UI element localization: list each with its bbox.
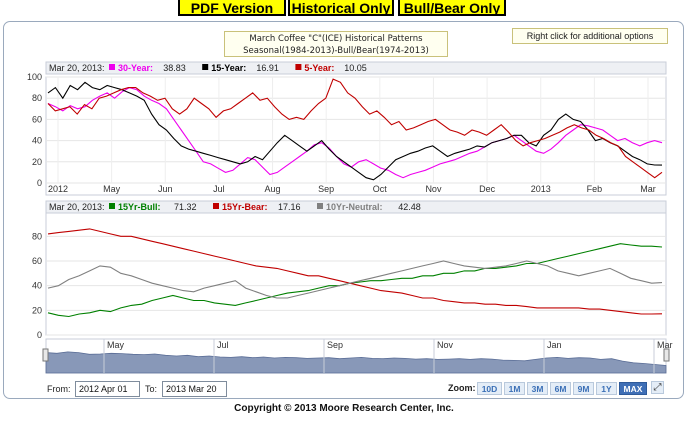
pdf-version-button[interactable]: PDF Version [178,0,286,16]
zoom-9m-button[interactable]: 9M [573,382,594,395]
panel1-x-tick-label: Jul [213,184,225,194]
navigator-tick-label: Mar [657,340,673,350]
panel1-x-tick-label: Aug [265,184,281,194]
panel2-legend-swatch [317,203,323,209]
panel1-y-tick-label: 40 [32,136,42,146]
panel2-y-tick-label: 20 [32,305,42,315]
zoom-1y-button[interactable]: 1Y [596,382,617,395]
historical-only-button[interactable]: Historical Only [288,0,394,16]
panel1-y-tick-label: 80 [32,93,42,103]
panel1-legend-swatch [202,64,209,70]
zoom-10d-button[interactable]: 10D [477,382,502,395]
copyright: Copyright © 2013 Moore Research Center, … [234,403,454,414]
navigator-tick-label: Jul [217,340,229,350]
panel2-y-tick-label: 60 [32,256,42,266]
panel2-plot-area [45,212,667,336]
navigator-tick-label: Nov [437,340,454,350]
navigator-tick-label: Jan [547,340,562,350]
panel1-series-15-year [47,81,663,181]
panel1-legend-date: Mar 20, 2013: [49,63,105,73]
panel1-x-tick-label: Jun [158,184,173,194]
panel1-series-30-year [47,87,663,179]
from-label: From: [47,384,71,394]
fullscreen-icon[interactable]: ⤢ [651,381,664,394]
from-date-input[interactable]: 2012 Apr 01 [75,381,140,397]
zoom-max-button[interactable]: MAX [619,382,647,395]
panel2-legend-swatch [109,203,115,209]
panel1-x-tick-label: Feb [587,184,603,194]
panel1-legend-value: 16.91 [256,63,279,73]
panel1-series-5-year [47,78,663,179]
panel1-x-tick-label: Dec [479,184,496,194]
chart-title-line-2: Seasonal(1984-2013)-Bull/Bear(1974-2013) [243,46,429,56]
zoom-1m-button[interactable]: 1M [504,382,525,395]
right-click-note: Right click for additional options [512,28,668,44]
panel1-x-tick-label: 2013 [531,184,551,194]
panel2-legend-value: 42.48 [398,202,421,212]
panel1-x-tick-label: Mar [640,184,656,194]
panel1-legend-swatch [109,64,115,70]
panel2-series-10yr-neutral [47,260,663,299]
zoom-label: Zoom: [448,383,476,393]
panel1-legend-swatch [295,64,302,70]
panel2-legend-name: 10Yr-Neutral: [326,202,383,212]
navigator-tick-label: May [107,340,125,350]
panel1-x-tick-label: Oct [373,184,388,194]
panel1-y-tick-label: 20 [32,157,42,167]
panel1-legend-value: 10.05 [344,63,367,73]
zoom-6m-button[interactable]: 6M [550,382,571,395]
panel2-y-tick-label: 80 [32,231,42,241]
bull-bear-only-button[interactable]: Bull/Bear Only [398,0,506,16]
to-label: To: [145,384,158,394]
panel1-x-tick-label: Nov [425,184,442,194]
panel1-x-tick-label: 2012 [48,184,68,194]
panel1-y-tick-label: 60 [32,114,42,124]
panel2-series-15yr-bear [47,228,663,315]
panel2-legend-value: 71.32 [174,202,197,212]
panel1-legend-name: 15-Year: [211,63,246,73]
panel2-legend-name: 15Yr-Bear: [222,202,268,212]
chart-title: March Coffee "C"(ICE) Historical Pattern… [224,31,448,57]
panel2-y-tick-label: 0 [37,330,42,340]
navigator-area [45,351,667,374]
panel2-legend-name: 15Yr-Bull: [118,202,161,212]
panel1-x-tick-label: May [103,184,121,194]
chart-title-line-1: March Coffee "C"(ICE) Historical Pattern… [249,34,423,44]
panel1-legend-strip [45,61,667,75]
panel2-series-15yr-bull [47,243,663,318]
panel1-plot-area [45,76,667,196]
panel2-legend-date: Mar 20, 2013: [49,202,105,212]
navigator-tick-label: Sep [327,340,343,350]
panel2-legend-value: 17.16 [278,202,301,212]
panel1-legend-name: 5-Year: [304,63,334,73]
panel1-y-tick-label: 100 [27,72,42,82]
panel2-y-tick-label: 40 [32,281,42,291]
to-date-input[interactable]: 2013 Mar 20 [162,381,227,397]
navigator-left-handle [42,348,49,362]
zoom-3m-button[interactable]: 3M [527,382,548,395]
panel1-legend-name: 30-Year: [118,63,153,73]
panel2-legend-swatch [213,203,219,209]
panel1-x-tick-label: Sep [318,184,334,194]
panel1-y-tick-label: 0 [37,178,42,188]
navigator-right-handle [663,348,670,362]
panel1-legend-value: 38.83 [163,63,186,73]
